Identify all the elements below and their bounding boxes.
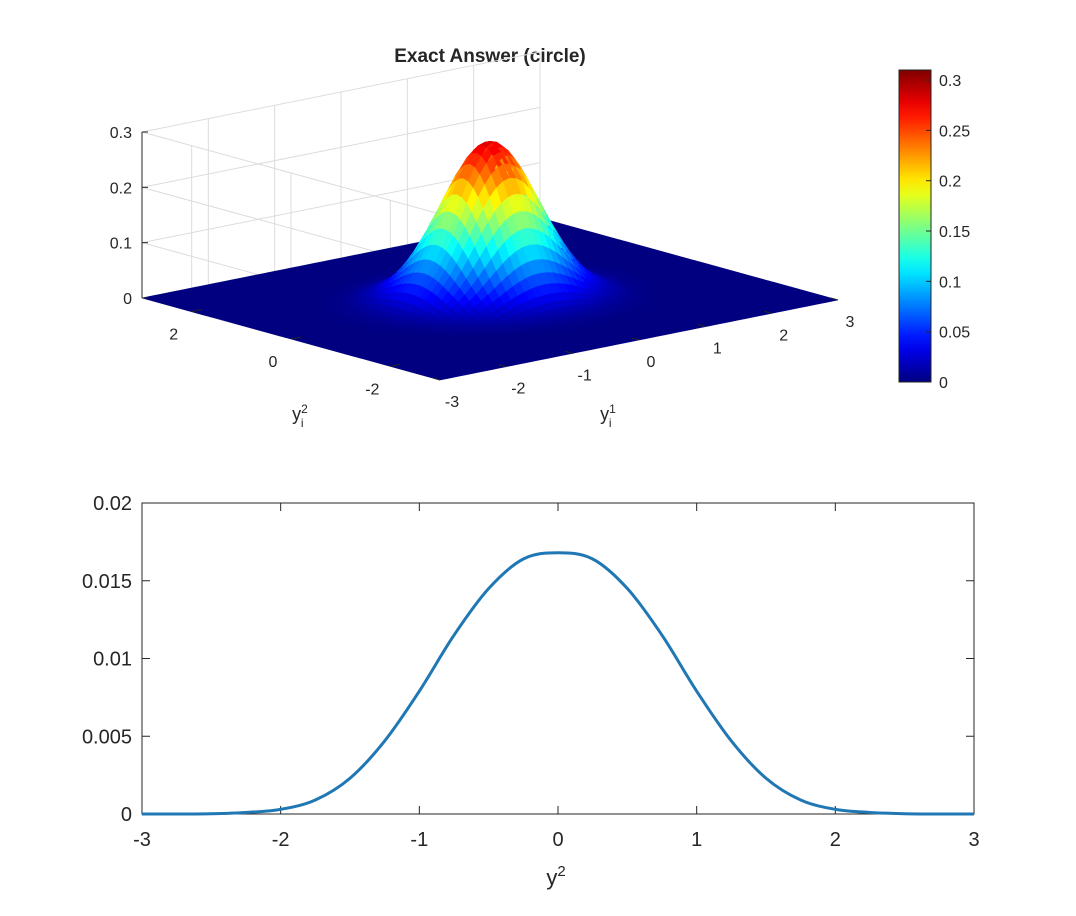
surface-xtick-label: -3 [445, 394, 459, 411]
surface-xtick-label: 2 [779, 327, 788, 344]
surface-ytick-label: 2 [169, 327, 178, 344]
surface-ztick-label: 0.2 [110, 180, 132, 197]
line-xtick-label: -1 [410, 829, 428, 851]
colorbar-tick-label: 0.3 [939, 73, 961, 90]
line-xtick-label: 1 [691, 829, 702, 851]
colorbar-tick-label: 0.05 [939, 325, 970, 342]
surface-ytick [290, 336, 302, 340]
surface-xtick [565, 350, 573, 354]
surface-ytick-label: -2 [365, 381, 379, 398]
surface-xtick [697, 324, 706, 328]
surface-xtick [830, 297, 839, 301]
surface-mesh [141, 140, 839, 381]
line-ytick-label: 0.01 [93, 649, 132, 671]
colorbar-tick-label: 0.1 [939, 274, 961, 291]
surface-xtick-label: 0 [647, 354, 656, 371]
line-plot-frame [141, 502, 975, 815]
surface-xlabel: y1 i [600, 402, 616, 430]
surface-ytick [191, 309, 202, 313]
surface-xtick [432, 377, 441, 381]
surface-ztick-label: 0.1 [110, 236, 132, 253]
surface-ztick-label: 0.3 [110, 125, 132, 142]
line-plot-ticks: -3 -2 -1 0 1 2 3 0 0.005 0.01 0.015 0.02 [82, 493, 980, 851]
surface-xtick-label: 3 [846, 314, 855, 331]
surface-xtick [631, 337, 640, 341]
colorbar [898, 69, 932, 383]
surface-ytick-label: 0 [269, 354, 278, 371]
surface-ticks: 0 0.1 0.2 0.3 -3 -2 -1 0 1 2 3 -2 0 2 [110, 125, 855, 411]
surface-xtick [764, 310, 772, 314]
colorbar-tick-label: 0.2 [939, 174, 961, 191]
surface-xtick-label: 1 [713, 341, 722, 358]
line-ytick-label: 0 [121, 804, 132, 826]
surface-ytick [390, 363, 401, 367]
surface-ztick-label: 0 [123, 291, 132, 308]
line-xtick-label: 2 [830, 829, 841, 851]
series-line [141, 551, 975, 816]
colorbar-ticks: 0 0.05 0.1 0.15 0.2 0.25 0.3 [926, 73, 970, 392]
surface-plot: Exact Answer (circle) 0 0.1 0.2 0.3 -3 -2 -1 0 1… [110, 46, 970, 430]
line-ytick-label: 0.02 [93, 493, 132, 515]
surface-title: Exact Answer (circle) [394, 46, 586, 67]
line-xtick-label: -3 [133, 829, 151, 851]
line-plot: -3 -2 -1 0 1 2 3 0 0.005 0.01 0.015 0.02 y2 [82, 493, 980, 890]
line-xtick-label: 0 [552, 829, 563, 851]
line-ytick-label: 0.015 [82, 571, 132, 593]
colorbar-tick-label: 0.15 [939, 224, 970, 241]
colorbar-tick-label: 0.25 [939, 123, 970, 140]
colorbar-tick-label: 0 [939, 375, 948, 392]
line-plot-xlabel: y2 [546, 863, 565, 890]
surface-ylabel: y2 i [292, 402, 308, 430]
line-xtick-label: -2 [272, 829, 290, 851]
surface-xtick-label: -1 [578, 367, 592, 384]
line-xtick-label: 3 [968, 829, 979, 851]
surface-xtick-label: -2 [511, 381, 525, 398]
surface-xtick [498, 364, 507, 368]
line-ytick-label: 0.005 [82, 726, 132, 748]
